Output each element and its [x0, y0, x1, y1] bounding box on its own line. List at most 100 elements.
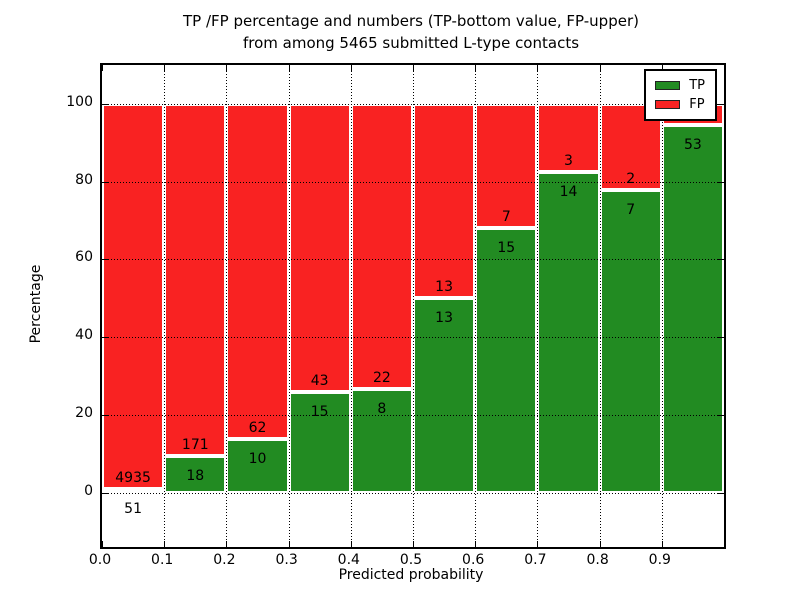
y-tick-mark: [102, 103, 108, 105]
x-tick-mark: [599, 65, 601, 71]
y-tick-mark: [718, 259, 724, 261]
y-tick-mark: [102, 414, 108, 416]
x-tick-mark: [413, 65, 414, 71]
x-axis-label: Predicted probability: [338, 567, 484, 583]
x-tick-mark: [288, 541, 290, 547]
legend-swatch-fp: [655, 100, 681, 109]
legend-swatch-tp: [655, 81, 681, 90]
y-tick-label: 80: [75, 171, 93, 188]
x-tick-mark: [102, 541, 103, 547]
bar-segment-fp: [350, 103, 413, 389]
y-tick-mark: [718, 337, 724, 339]
x-tick-mark: [164, 65, 166, 71]
bar-segment-tp: [537, 172, 600, 493]
bar-segment-fp: [475, 103, 538, 228]
grid-line-v: [164, 65, 166, 547]
grid-line-v: [599, 65, 601, 547]
legend-label-fp: FP: [689, 96, 705, 112]
bar-label-tp: 18: [186, 467, 205, 484]
grid-line-v: [288, 65, 290, 547]
y-tick-mark: [718, 181, 724, 183]
y-tick-mark: [718, 103, 724, 105]
bar-label-fp: 4935: [115, 469, 151, 486]
y-axis-label: Percentage: [28, 264, 44, 344]
bar-segment-fp: [164, 103, 227, 456]
bar-segment-fp: [226, 103, 289, 439]
x-tick-mark: [661, 65, 663, 71]
chart-title-line1: TP /FP percentage and numbers (TP-bottom…: [183, 12, 639, 30]
y-tick-mark: [718, 414, 724, 416]
bar-segment-tp: [413, 298, 476, 493]
x-tick-label: 0.8: [586, 552, 609, 568]
x-tick-mark: [724, 65, 725, 71]
x-tick-mark: [724, 541, 725, 547]
x-tick-label: 0.6: [462, 552, 485, 568]
x-tick-mark: [599, 541, 601, 547]
x-tick-mark: [661, 541, 663, 547]
bar-label-tp: 51: [124, 500, 143, 517]
x-tick-label: 0.9: [648, 552, 671, 568]
bar-segment-tp: [226, 438, 289, 493]
bar-label-fp: 13: [435, 279, 454, 296]
x-tick-mark: [102, 65, 103, 71]
bar-label-fp: 2: [626, 171, 636, 188]
bar-label-tp: 14: [559, 184, 578, 201]
y-tick-mark: [102, 337, 108, 339]
bar-label-tp: 53: [683, 136, 702, 153]
bar-label-fp: 171: [181, 436, 209, 453]
x-tick-mark: [475, 65, 477, 71]
x-tick-mark: [350, 65, 352, 71]
grid-line-v: [537, 65, 539, 547]
y-tick-label: 40: [75, 327, 93, 344]
y-tick-mark: [102, 259, 108, 261]
chart-title: TP /FP percentage and numbers (TP-bottom…: [100, 10, 722, 54]
bar-label-tp: 13: [435, 310, 454, 327]
bar-segment-fp: [102, 103, 165, 489]
grid-line-v: [661, 65, 663, 547]
x-tick-mark: [350, 541, 352, 547]
bar-label-tp: 7: [626, 202, 636, 219]
x-tick-label: 0.5: [399, 552, 423, 568]
bar-label-tp: 8: [377, 400, 387, 417]
legend-row: FP: [655, 95, 705, 114]
chart-title-line2: from among 5465 submitted L-type contact…: [242, 34, 580, 52]
x-tick-label: 0.4: [337, 552, 360, 568]
grid-line-v: [226, 65, 228, 547]
legend: TP FP: [644, 69, 717, 121]
x-tick-label: 0.1: [151, 552, 174, 568]
bar-segment-tp: [164, 455, 227, 493]
x-tick-mark: [164, 541, 166, 547]
bar-label-fp: 7: [501, 208, 511, 225]
bar-segment-fp: [288, 103, 351, 393]
x-tick-mark: [288, 65, 290, 71]
y-tick-label: 100: [66, 93, 93, 110]
bar-label-tp: 10: [248, 450, 267, 467]
bar-segment-tp: [661, 124, 724, 493]
x-tick-label: 0.3: [275, 552, 298, 568]
bar-segment-fp: [413, 103, 476, 299]
bar-label-tp: 15: [310, 404, 329, 421]
bar-label-fp: 3: [564, 153, 573, 170]
grid-line-v: [350, 65, 352, 547]
legend-label-tp: TP: [689, 77, 705, 93]
bar-label-tp: 15: [497, 239, 516, 256]
y-tick-label: 0: [84, 482, 93, 499]
bar-label-fp: 43: [310, 373, 329, 390]
x-tick-label: 0.2: [213, 552, 236, 568]
bar-segment-tp: [288, 392, 351, 493]
x-tick-mark: [226, 65, 228, 71]
bar-segment-tp: [102, 488, 165, 493]
bar-segment-tp: [599, 190, 662, 493]
legend-row: TP: [655, 76, 705, 95]
x-tick-mark: [475, 541, 477, 547]
y-tick-label: 60: [75, 249, 93, 266]
y-tick-mark: [102, 181, 108, 183]
bar-label-fp: 62: [248, 419, 267, 436]
x-tick-mark: [226, 541, 228, 547]
bar-label-fp: 22: [372, 369, 391, 386]
x-tick-mark: [413, 541, 414, 547]
grid-line-v: [475, 65, 477, 547]
bar-segment-tp: [475, 227, 538, 493]
grid-line-v: [413, 65, 414, 547]
